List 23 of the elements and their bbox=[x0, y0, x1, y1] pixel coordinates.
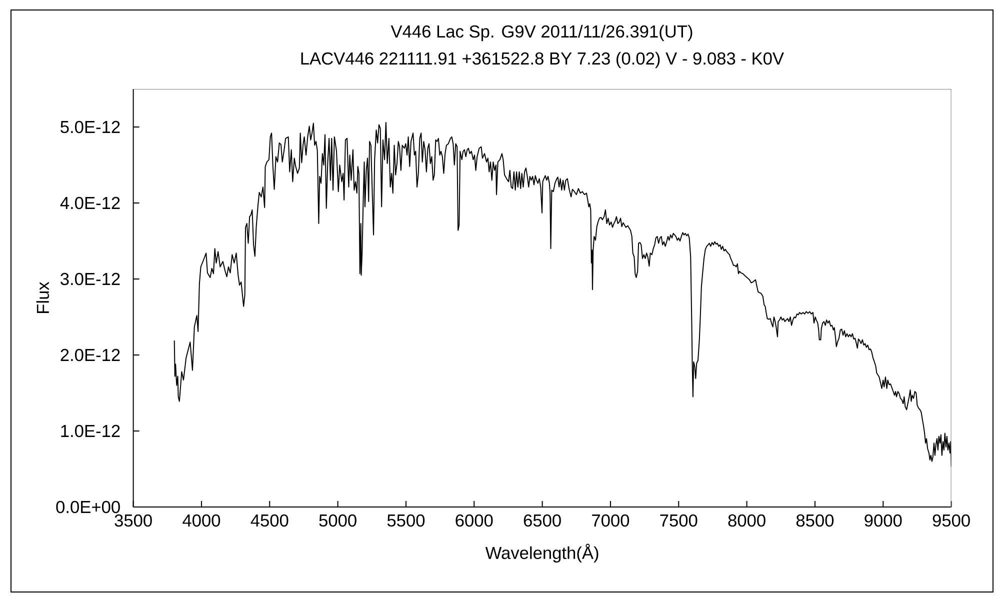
x-tick-label: 6000 bbox=[456, 514, 493, 527]
x-tick-label: 7000 bbox=[592, 514, 630, 527]
x-tick-label: 4500 bbox=[250, 514, 288, 527]
x-tick-label: 4000 bbox=[182, 514, 220, 527]
x-tick-label: 9500 bbox=[932, 514, 970, 527]
x-tick-label: 9000 bbox=[864, 514, 902, 527]
x-tick-label: 6500 bbox=[524, 514, 561, 527]
y-tick-label: 3.0E-12 bbox=[60, 272, 120, 286]
x-tick-label: 7500 bbox=[660, 514, 698, 527]
x-tick-label: 5500 bbox=[387, 514, 425, 527]
y-tick-label: 1.0E-12 bbox=[61, 424, 120, 438]
y-axis-title: Flux bbox=[36, 282, 50, 313]
y-tick-label: 4.0E-12 bbox=[60, 196, 120, 210]
x-tick-label: 3500 bbox=[114, 514, 152, 527]
y-tick-label: 0.0E+00 bbox=[56, 500, 120, 514]
y-tick-label: 2.0E-12 bbox=[60, 348, 120, 362]
x-tick-label: 8500 bbox=[796, 514, 834, 527]
x-axis-title: Wavelength(Å) bbox=[485, 544, 598, 563]
chart-title: V446 Lac Sp. G9V 2011/11/26.391(UT) bbox=[390, 24, 692, 42]
y-tick-label: 5.0E-12 bbox=[60, 120, 120, 134]
x-tick-label: 5000 bbox=[319, 514, 356, 527]
x-tick-label: 8000 bbox=[728, 514, 766, 527]
chart-subtitle: LACV446 221111.91 +361522.8 BY 7.23 (0.02) V - 9.083 - K0V bbox=[301, 52, 784, 68]
